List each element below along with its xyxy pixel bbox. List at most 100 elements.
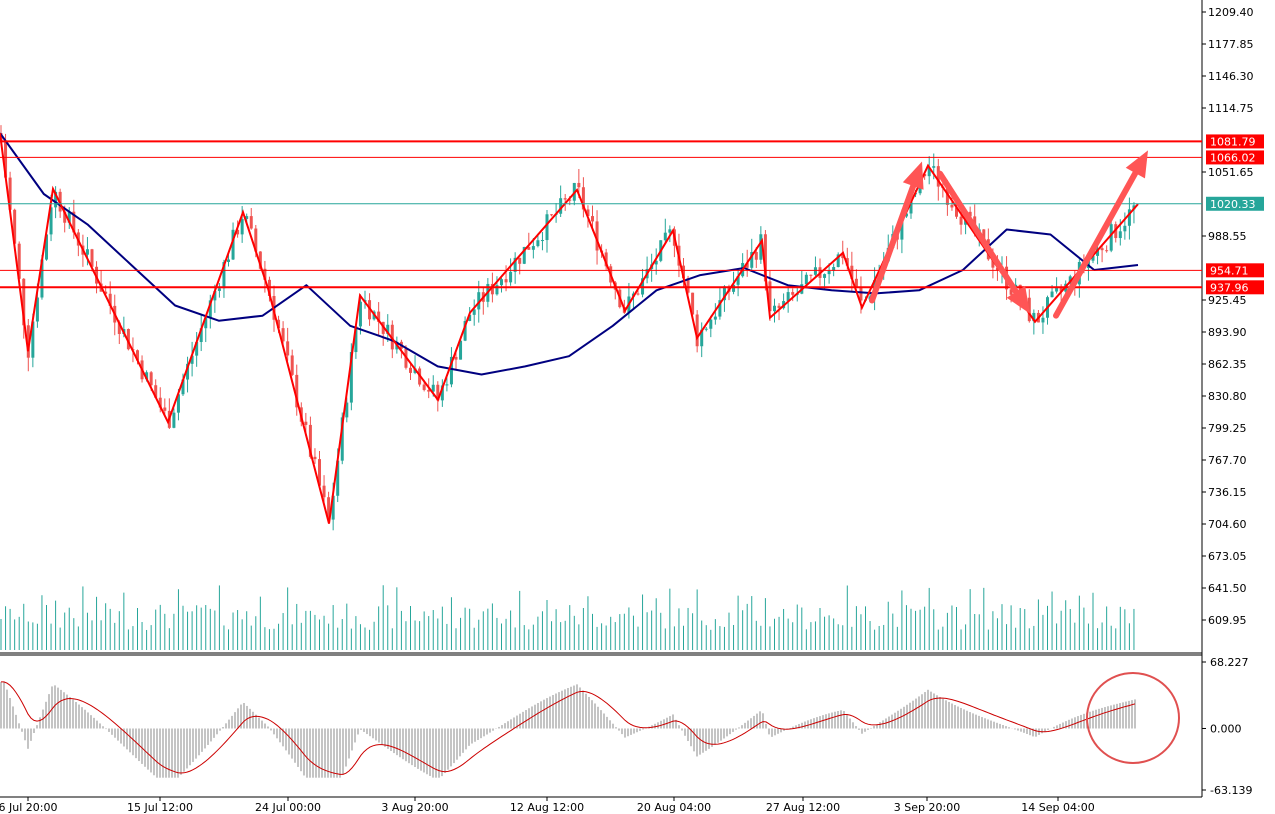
- level-price-tag: 954.71: [1206, 263, 1264, 278]
- price-tick-label: 673.05: [1208, 550, 1247, 563]
- level-price-tag: 1020.33: [1206, 196, 1264, 211]
- time-tick-label: 6 Jul 20:00: [0, 801, 57, 814]
- candle: [1032, 309, 1036, 335]
- candle: [759, 226, 763, 264]
- candle: [318, 451, 321, 488]
- horizontal-levels: 1081.79 1066.02 1020.33 954.71 937.96: [0, 134, 1264, 295]
- candle: [540, 232, 544, 251]
- price-tick-label: 609.95: [1208, 614, 1247, 627]
- candle: [313, 448, 317, 464]
- candle: [668, 225, 672, 243]
- moving-average-line: [0, 132, 1139, 376]
- candle: [709, 315, 713, 338]
- candle: [199, 314, 203, 352]
- oscillator-tick-label: 0.000: [1210, 722, 1242, 735]
- price-tick-label: 1177.85: [1208, 38, 1254, 51]
- candle: [204, 316, 208, 343]
- up-arrow-2: [1053, 150, 1148, 319]
- trend-arrows: [869, 150, 1148, 319]
- candle: [682, 258, 685, 288]
- time-tick-label: 27 Aug 12:00: [766, 801, 840, 814]
- candle: [358, 294, 362, 335]
- candle: [281, 321, 285, 345]
- candle: [249, 208, 253, 230]
- candle: [386, 314, 390, 342]
- candle: [1123, 212, 1127, 240]
- candle: [286, 327, 290, 361]
- candle: [850, 251, 854, 292]
- time-tick-label: 15 Jul 12:00: [127, 801, 193, 814]
- candle: [449, 347, 453, 388]
- candle: [409, 364, 412, 380]
- price-tick-label: 1051.65: [1208, 166, 1254, 179]
- level-price-tag: 1066.02: [1206, 150, 1264, 165]
- candle: [322, 475, 326, 505]
- price-tick-label: 799.25: [1208, 422, 1247, 435]
- candle: [854, 269, 858, 288]
- candle: [495, 276, 499, 296]
- candle: [163, 398, 167, 415]
- candle: [154, 379, 158, 398]
- candle: [509, 258, 513, 286]
- candle: [1027, 289, 1031, 323]
- svg-text:937.96: 937.96: [1210, 281, 1249, 294]
- svg-text:954.71: 954.71: [1210, 264, 1249, 277]
- time-tick-label: 3 Sep 20:00: [894, 801, 960, 814]
- price-tick-label: 862.35: [1208, 358, 1247, 371]
- candle: [695, 310, 699, 353]
- candle: [217, 283, 221, 298]
- candle: [295, 364, 299, 416]
- candle: [190, 341, 194, 377]
- level-price-tag: 937.96: [1206, 280, 1264, 295]
- candle: [823, 273, 827, 289]
- main-plot-area: [0, 0, 1203, 798]
- down-arrow: [937, 170, 1030, 314]
- candle: [1127, 197, 1131, 240]
- candle: [454, 350, 458, 371]
- candle: [691, 292, 695, 318]
- candle: [445, 377, 449, 392]
- candle: [700, 322, 704, 358]
- candle: [186, 356, 190, 393]
- candle: [1105, 245, 1109, 253]
- candle: [813, 256, 817, 277]
- candle: [663, 218, 667, 244]
- svg-text:1020.33: 1020.33: [1210, 198, 1256, 211]
- candle: [786, 286, 790, 313]
- candle: [440, 379, 444, 407]
- time-tick-label: 20 Aug 04:00: [637, 801, 711, 814]
- time-tick-label: 24 Jul 00:00: [255, 801, 321, 814]
- price-tick-label: 641.50: [1208, 582, 1247, 595]
- price-axis: 1209.40 1177.85 1146.30 1114.75 1051.65 988.5…: [1202, 6, 1254, 627]
- candle: [791, 288, 795, 302]
- candle: [1100, 245, 1104, 263]
- candle: [777, 303, 781, 321]
- time-tick-label: 14 Sep 04:00: [1021, 801, 1094, 814]
- oscillator-axis: 68.227 0.000 -63.139: [1202, 656, 1252, 797]
- oscillator-tick-label: 68.227: [1210, 656, 1249, 669]
- candle: [604, 248, 608, 270]
- candle: [327, 491, 331, 521]
- candle: [195, 332, 199, 367]
- candle: [827, 263, 831, 284]
- price-tick-label: 925.45: [1208, 294, 1247, 307]
- candle: [1114, 221, 1118, 243]
- candle: [500, 277, 503, 293]
- candle: [436, 381, 440, 412]
- time-axis: 6 Jul 20:00 15 Jul 12:00 24 Jul 00:00 3 Aug…: [0, 797, 1095, 814]
- candle: [559, 185, 563, 218]
- oscillator-tick-label: -63.139: [1210, 784, 1252, 797]
- candle: [545, 209, 549, 253]
- candle: [345, 397, 349, 423]
- candle: [1041, 306, 1045, 334]
- price-tick-label: 767.70: [1208, 454, 1247, 467]
- candle: [595, 210, 599, 265]
- time-tick-label: 12 Aug 12:00: [510, 801, 584, 814]
- candle: [513, 252, 517, 284]
- price-tick-label: 1209.40: [1208, 6, 1254, 19]
- oscillator-signal-line: [1, 681, 1136, 775]
- candle: [126, 328, 130, 351]
- candle: [713, 303, 717, 325]
- candle: [172, 408, 176, 429]
